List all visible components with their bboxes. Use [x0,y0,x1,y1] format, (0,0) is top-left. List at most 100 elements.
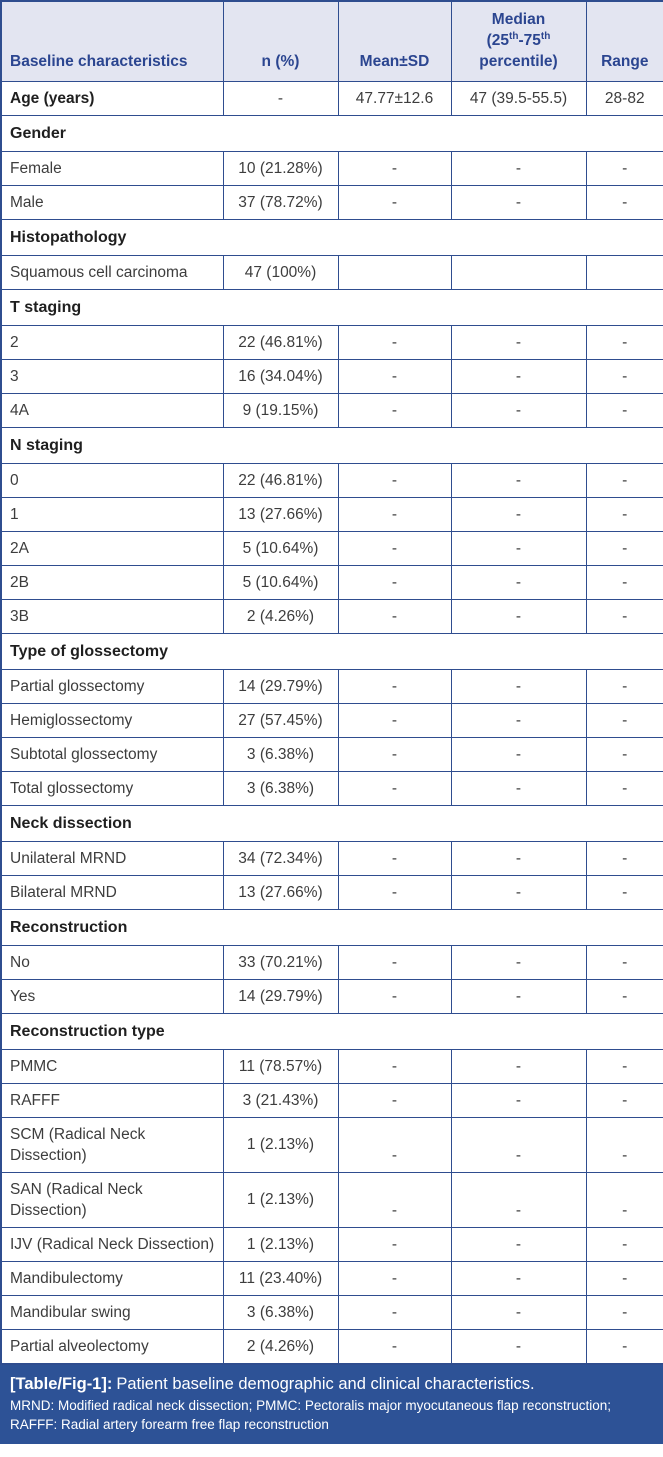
cell-mean: - [337,496,452,532]
cell-median: - [450,1171,587,1228]
cell-range: - [585,702,663,738]
cell-median: - [450,392,587,428]
cell-mean: - [337,702,452,738]
cell-range: - [585,184,663,220]
table-caption-bar: [Table/Fig-1]: Patient baseline demograph… [0,1364,663,1444]
section-label: Neck dissection [0,804,663,842]
cell-mean: - [337,1294,452,1330]
section-row: Neck dissection [0,804,663,842]
cell-median: - [450,324,587,360]
table-row: Partial glossectomy 14 (29.79%) - - - [0,668,663,704]
cell-n: 1 (2.13%) [222,1171,339,1228]
cell-median: - [450,564,587,600]
cell-n: 37 (78.72%) [222,184,339,220]
table-row: Unilateral MRND 34 (72.34%) - - - [0,840,663,876]
cell-n: 1 (2.13%) [222,1226,339,1262]
section-row: Histopathology [0,218,663,256]
cell-n: 5 (10.64%) [222,530,339,566]
section-label: Reconstruction type [0,1012,663,1050]
cell-range: - [585,150,663,186]
column-header-range: Range [585,0,663,82]
column-header-mean-sd: Mean±SD [337,0,452,82]
cell-mean [337,254,452,290]
table-row: 2B 5 (10.64%) - - - [0,564,663,600]
table-row: PMMC 11 (78.57%) - - - [0,1048,663,1084]
table-row: Age (years) -47.77±12.6 47 (39.5-55.5) 28-8… [0,80,663,116]
cell-range: - [585,874,663,910]
cell-range: 28-82 [585,80,663,116]
cell-range: - [585,1048,663,1084]
cell-n: 3 (21.43%) [222,1082,339,1118]
table-row: 3B 2 (4.26%) - - - [0,598,663,634]
cell-median: - [450,736,587,772]
cell-median: - [450,668,587,704]
header-row: Baseline characteristics n (%) Mean±SD M… [0,0,663,82]
row-label: 2B [0,564,224,600]
row-label: IJV (Radical Neck Dissection) [0,1226,224,1262]
cell-range: - [585,324,663,360]
table-row: 2 22 (46.81%) - - - [0,324,663,360]
row-label: Age (years) [0,80,224,116]
table-row: 3 16 (34.04%) - - - [0,358,663,394]
cell-range: - [585,1082,663,1118]
cell-mean: - [337,1328,452,1364]
row-label: Squamous cell carcinoma [0,254,224,290]
section-label: Histopathology [0,218,663,256]
cell-median: - [450,978,587,1014]
cell-mean: - [337,358,452,394]
row-label: Partial glossectomy [0,668,224,704]
table-row: RAFFF 3 (21.43%) - - - [0,1082,663,1118]
table-row: Total glossectomy 3 (6.38%) - - - [0,770,663,806]
table-caption-line: [Table/Fig-1]: Patient baseline demograph… [10,1373,653,1396]
table-row: 1 13 (27.66%) - - - [0,496,663,532]
table-row: Hemiglossectomy 27 (57.45%) - - - [0,702,663,738]
row-label: Hemiglossectomy [0,702,224,738]
cell-mean: - [337,874,452,910]
row-label: Bilateral MRND [0,874,224,910]
cell-n: 1 (2.13%) [222,1116,339,1173]
section-label: Gender [0,114,663,152]
cell-median: - [450,702,587,738]
cell-median: - [450,598,587,634]
cell-n: - [222,80,339,116]
cell-median: - [450,184,587,220]
row-label: Total glossectomy [0,770,224,806]
table-row: SAN (Radical Neck Dissection) 1 (2.13%) - -… [0,1171,663,1228]
cell-median: - [450,1048,587,1084]
cell-range: - [585,1294,663,1330]
section-row: Type of glossectomy [0,632,663,670]
row-label: 2A [0,530,224,566]
cell-mean: - [337,392,452,428]
cell-mean: - [337,1171,452,1228]
row-label: 1 [0,496,224,532]
table-body: Age (years) - 47.77±12.6 47 (39.5-55.5) 28-8… [0,80,663,1364]
section-row: T staging [0,288,663,326]
cell-n: 47 (100%) [222,254,339,290]
cell-mean: - [337,598,452,634]
row-label: Mandibulectomy [0,1260,224,1296]
table-row: No 33 (70.21%) - - - [0,944,663,980]
cell-median: 47 (39.5-55.5) [450,80,587,116]
cell-range: - [585,944,663,980]
cell-mean: - [337,978,452,1014]
cell-n: 22 (46.81%) [222,324,339,360]
cell-mean: - [337,770,452,806]
cell-n: 11 (78.57%) [222,1048,339,1084]
cell-median: - [450,1328,587,1364]
table-row: Bilateral MRND 13 (27.66%) - - - [0,874,663,910]
table-row: 0 22 (46.81%) - - - [0,462,663,498]
cell-mean: - [337,564,452,600]
cell-n: 33 (70.21%) [222,944,339,980]
table-row: Mandibular swing 3 (6.38%) - - - [0,1294,663,1330]
table-row: Subtotal glossectomy 3 (6.38%) - - - [0,736,663,772]
cell-range: - [585,1116,663,1173]
table-row: Male 37 (78.72%) - - - [0,184,663,220]
row-label: No [0,944,224,980]
row-label: 4A [0,392,224,428]
table-caption-text: Patient baseline demographic and clinica… [116,1374,535,1393]
cell-mean: - [337,184,452,220]
cell-median: - [450,530,587,566]
cell-range: - [585,770,663,806]
cell-range: - [585,978,663,1014]
cell-mean: - [337,944,452,980]
